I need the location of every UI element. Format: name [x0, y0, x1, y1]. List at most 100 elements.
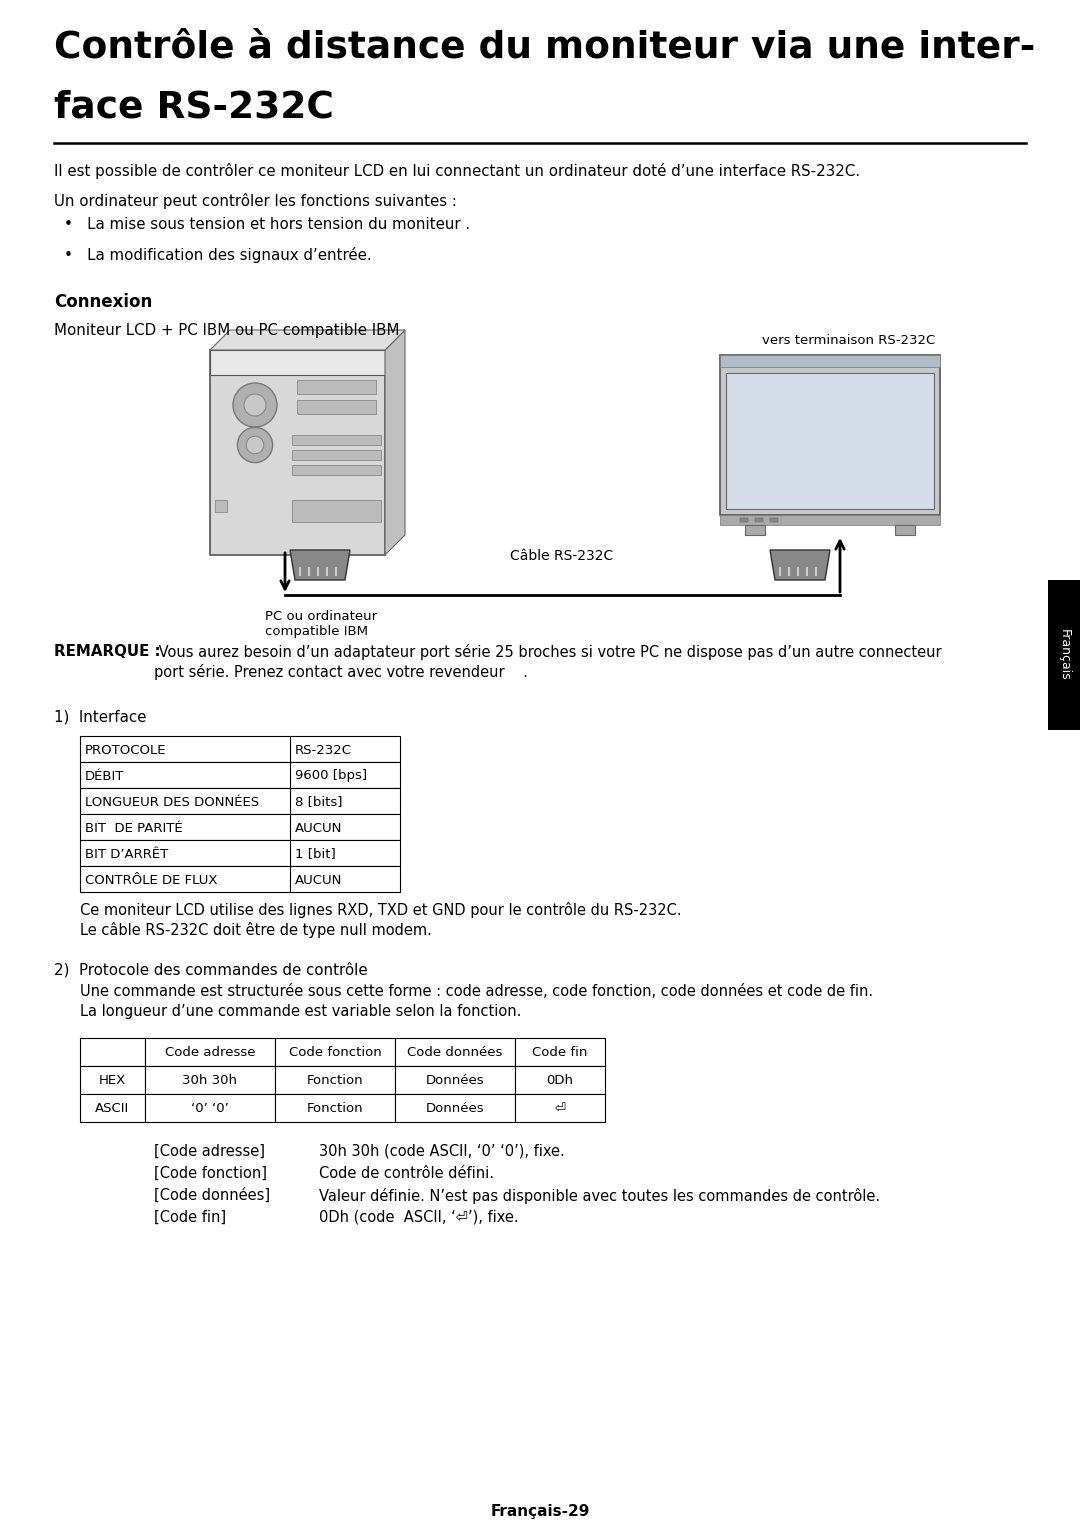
Bar	[80, 866, 400, 892]
Text: 8 [bits]: 8 [bits]	[295, 796, 342, 808]
Bar	[895, 526, 915, 535]
Text: CONTRÔLE DE FLUX: CONTRÔLE DE FLUX	[85, 874, 217, 886]
Circle shape	[246, 435, 264, 454]
Text: Il est possible de contrôler ce moniteur LCD en lui connectant un ordinateur dot: Il est possible de contrôler ce moniteur…	[54, 163, 860, 179]
Text: Données: Données	[426, 1074, 484, 1088]
Bar	[292, 435, 381, 445]
Bar	[80, 736, 400, 762]
Bar	[1048, 581, 1080, 730]
Bar	[80, 788, 400, 814]
Bar	[755, 518, 762, 523]
Circle shape	[244, 394, 266, 416]
Bar	[275, 1038, 395, 1067]
Text: Code données: Code données	[407, 1047, 502, 1059]
Text: •   La mise sous tension et hors tension du moniteur .: • La mise sous tension et hors tension d…	[64, 217, 470, 232]
Text: Français: Français	[1057, 630, 1070, 681]
Text: La longueur d’une commande est variable selon la fonction.: La longueur d’une commande est variable …	[80, 1004, 522, 1019]
Text: [Code données]: [Code données]	[154, 1187, 270, 1203]
Text: Français-29: Français-29	[490, 1504, 590, 1519]
Bar	[145, 1067, 275, 1094]
Text: Un ordinateur peut contrôler les fonctions suivantes :: Un ordinateur peut contrôler les fonctio…	[54, 193, 457, 209]
Bar	[395, 1038, 515, 1067]
Bar	[720, 354, 940, 515]
Bar	[80, 1067, 145, 1094]
Text: Fonction: Fonction	[307, 1074, 363, 1088]
Bar	[210, 350, 384, 374]
Bar	[770, 518, 778, 523]
Text: LONGUEUR DES DONNÉES: LONGUEUR DES DONNÉES	[85, 796, 259, 808]
Polygon shape	[210, 330, 405, 350]
Text: Code fonction: Code fonction	[288, 1047, 381, 1059]
Text: Code de contrôle défini.: Code de contrôle défini.	[319, 1166, 494, 1181]
Text: 30h 30h: 30h 30h	[183, 1074, 238, 1088]
Text: BIT  DE PARITÉ: BIT DE PARITÉ	[85, 822, 183, 834]
Text: 0Dh: 0Dh	[546, 1074, 573, 1088]
Text: BIT D’ARRÊT: BIT D’ARRÊT	[85, 848, 168, 860]
Text: 9600 [bps]: 9600 [bps]	[295, 770, 367, 782]
Bar	[515, 1038, 605, 1067]
Text: 1 [bit]: 1 [bit]	[295, 848, 336, 860]
Text: ‘0’ ‘0’: ‘0’ ‘0’	[191, 1103, 229, 1115]
Text: HEX: HEX	[99, 1074, 126, 1088]
Text: Code adresse: Code adresse	[165, 1047, 255, 1059]
Bar	[80, 762, 400, 788]
Bar	[80, 814, 400, 840]
Text: Données: Données	[426, 1103, 484, 1115]
Circle shape	[233, 384, 276, 426]
Bar	[745, 526, 765, 535]
Bar	[292, 465, 381, 475]
Text: Valeur définie. N’est pas disponible avec toutes les commandes de contrôle.: Valeur définie. N’est pas disponible ave…	[319, 1187, 880, 1204]
Bar	[275, 1067, 395, 1094]
Bar	[275, 1094, 395, 1122]
Text: port série. Prenez contact avec votre revendeur    .: port série. Prenez contact avec votre re…	[154, 665, 528, 680]
Text: Fonction: Fonction	[307, 1103, 363, 1115]
Text: face RS-232C: face RS-232C	[54, 90, 334, 125]
Text: Vous aurez besoin d’un adaptateur port série 25 broches si votre PC ne dispose p: Vous aurez besoin d’un adaptateur port s…	[154, 643, 942, 660]
Bar	[145, 1038, 275, 1067]
Text: DÉBIT: DÉBIT	[85, 770, 124, 782]
Bar	[80, 840, 400, 866]
Bar	[297, 380, 376, 394]
Circle shape	[238, 428, 272, 463]
Text: ASCII: ASCII	[95, 1103, 130, 1115]
Bar	[80, 1038, 145, 1067]
Bar	[292, 451, 381, 460]
Text: Code fin: Code fin	[532, 1047, 588, 1059]
Text: Contrôle à distance du moniteur via une inter-: Contrôle à distance du moniteur via une …	[54, 31, 1036, 66]
Bar	[720, 515, 940, 526]
Bar	[292, 500, 381, 523]
Polygon shape	[770, 550, 831, 581]
Bar	[726, 373, 934, 509]
Text: 2)  Protocole des commandes de contrôle: 2) Protocole des commandes de contrôle	[54, 963, 367, 978]
Bar	[395, 1067, 515, 1094]
Text: [Code adresse]: [Code adresse]	[154, 1144, 265, 1160]
Text: 0Dh (code  ASCII, ‘⏎’), fixe.: 0Dh (code ASCII, ‘⏎’), fixe.	[319, 1210, 518, 1225]
Bar	[395, 1094, 515, 1122]
Text: ⏎: ⏎	[554, 1103, 566, 1115]
Text: [Code fin]: [Code fin]	[154, 1210, 226, 1225]
Polygon shape	[384, 330, 405, 555]
Bar	[297, 400, 376, 414]
Text: RS-232C: RS-232C	[295, 744, 352, 756]
Text: PC ou ordinateur
compatible IBM: PC ou ordinateur compatible IBM	[265, 610, 377, 639]
Text: 1)  Interface: 1) Interface	[54, 711, 147, 724]
Text: vers terminaison RS-232C: vers terminaison RS-232C	[761, 335, 935, 347]
Text: PROTOCOLE: PROTOCOLE	[85, 744, 166, 756]
Bar	[720, 354, 940, 367]
Text: Le câble RS-232C doit être de type null modem.: Le câble RS-232C doit être de type null …	[80, 921, 432, 938]
Text: •   La modification des signaux d’entrée.: • La modification des signaux d’entrée.	[64, 248, 372, 263]
Bar	[740, 518, 748, 523]
Text: [Code fonction]: [Code fonction]	[154, 1166, 267, 1181]
Bar	[515, 1094, 605, 1122]
Polygon shape	[291, 550, 350, 581]
Bar	[515, 1067, 605, 1094]
Text: REMARQUE :: REMARQUE :	[54, 643, 161, 659]
Bar	[215, 500, 227, 512]
Text: Câble RS-232C: Câble RS-232C	[511, 549, 613, 562]
Bar	[210, 350, 384, 555]
Bar	[145, 1094, 275, 1122]
Text: Connexion: Connexion	[54, 293, 152, 312]
Text: Moniteur LCD + PC IBM ou PC compatible IBM: Moniteur LCD + PC IBM ou PC compatible I…	[54, 322, 400, 338]
Text: 30h 30h (code ASCII, ‘0’ ‘0’), fixe.: 30h 30h (code ASCII, ‘0’ ‘0’), fixe.	[319, 1144, 565, 1160]
Text: AUCUN: AUCUN	[295, 874, 342, 886]
